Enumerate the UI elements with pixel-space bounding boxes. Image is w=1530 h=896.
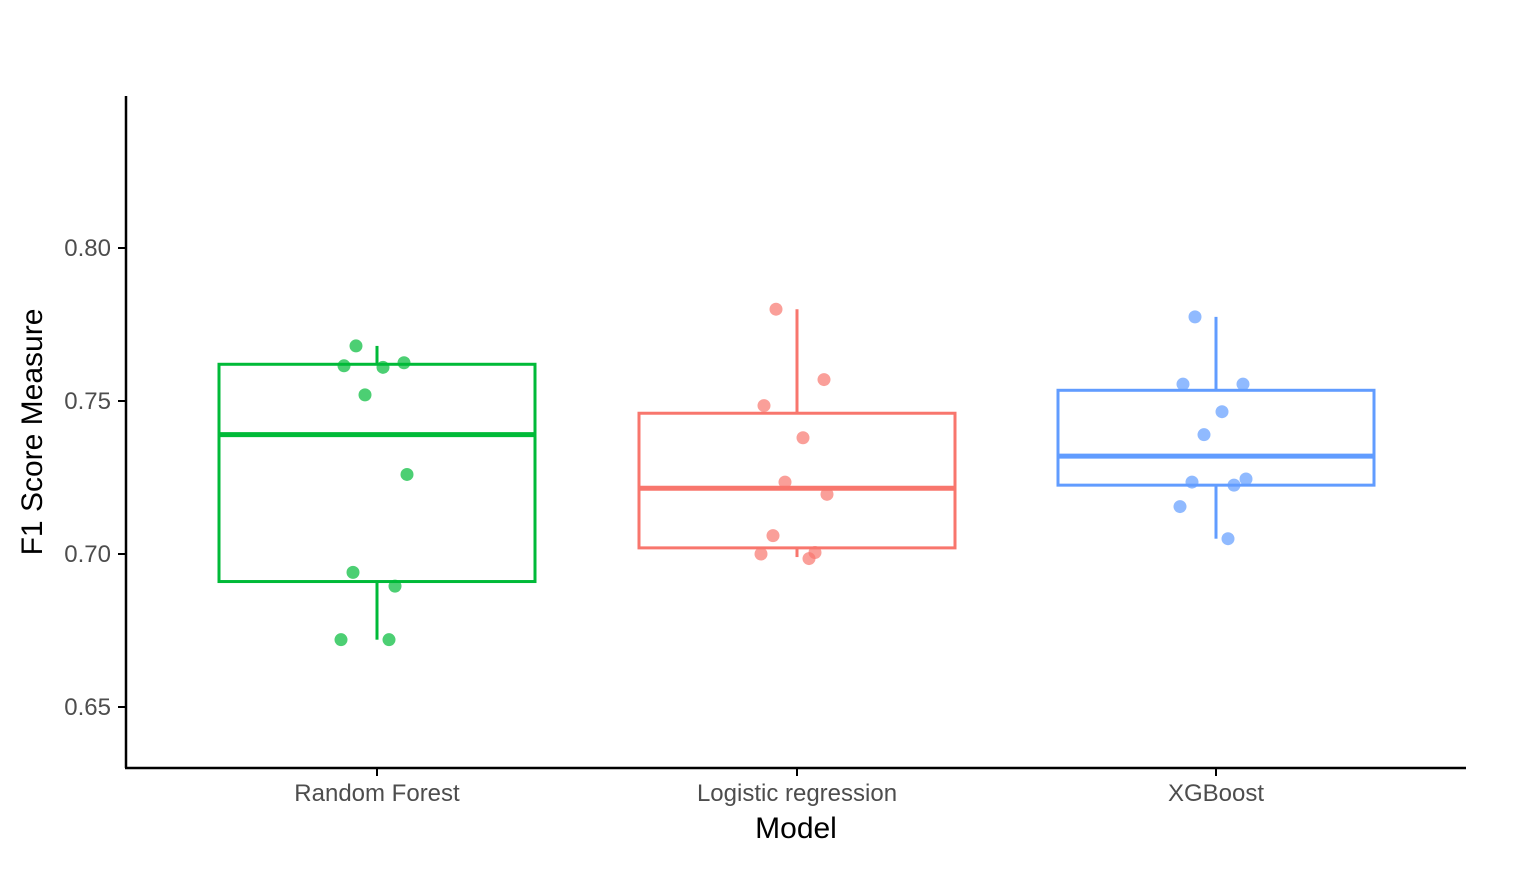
data-point-random-forest xyxy=(349,339,363,353)
data-point-random-forest xyxy=(358,388,372,402)
x-tick-label-logistic-regression: Logistic regression xyxy=(697,780,897,807)
y-tick-label: 0.80 xyxy=(64,235,111,262)
data-point-xgboost xyxy=(1185,475,1199,489)
data-point-random-forest xyxy=(397,356,411,370)
y-axis-title: F1 Score Measure xyxy=(16,309,49,556)
data-point-xgboost xyxy=(1227,478,1241,492)
data-point-random-forest xyxy=(388,579,402,593)
data-point-random-forest xyxy=(382,633,396,647)
data-point-logistic-regression xyxy=(802,552,816,566)
data-point-logistic-regression xyxy=(796,431,810,445)
x-tick-label-random-forest: Random Forest xyxy=(294,780,460,807)
series-xgboost xyxy=(1056,310,1376,546)
y-tick-label: 0.65 xyxy=(64,694,111,721)
data-point-random-forest xyxy=(400,467,414,481)
data-point-random-forest xyxy=(337,359,351,373)
plot-area xyxy=(217,302,1376,647)
series-logistic-regression xyxy=(637,302,957,566)
data-point-xgboost xyxy=(1215,405,1229,419)
data-point-logistic-regression xyxy=(766,529,780,543)
axes: 0.65 0.70 0.75 0.80 Random Forest Logistic re… xyxy=(64,235,1264,807)
box-xgboost xyxy=(1056,388,1376,487)
data-point-random-forest xyxy=(334,633,348,647)
data-point-xgboost xyxy=(1176,377,1190,391)
data-point-logistic-regression xyxy=(769,302,783,316)
data-point-logistic-regression xyxy=(820,487,834,501)
data-point-logistic-regression xyxy=(757,399,771,413)
data-point-logistic-regression xyxy=(817,373,831,387)
y-tick-label: 0.75 xyxy=(64,388,111,415)
data-point-xgboost xyxy=(1188,310,1202,324)
data-point-xgboost xyxy=(1197,428,1211,442)
data-point-random-forest xyxy=(376,360,390,374)
x-axis-title: Model xyxy=(755,812,837,845)
data-point-xgboost xyxy=(1221,532,1235,546)
box-logistic-regression xyxy=(637,411,957,550)
data-point-xgboost xyxy=(1173,500,1187,514)
data-point-logistic-regression xyxy=(754,547,768,561)
data-point-xgboost xyxy=(1236,377,1250,391)
series-random-forest xyxy=(217,339,537,647)
x-tick-label-xgboost: XGBoost xyxy=(1168,780,1264,807)
y-tick-label: 0.70 xyxy=(64,541,111,568)
data-point-logistic-regression xyxy=(778,475,792,489)
data-point-random-forest xyxy=(346,565,360,579)
data-point-xgboost xyxy=(1239,472,1253,486)
box-random-forest xyxy=(217,362,537,584)
